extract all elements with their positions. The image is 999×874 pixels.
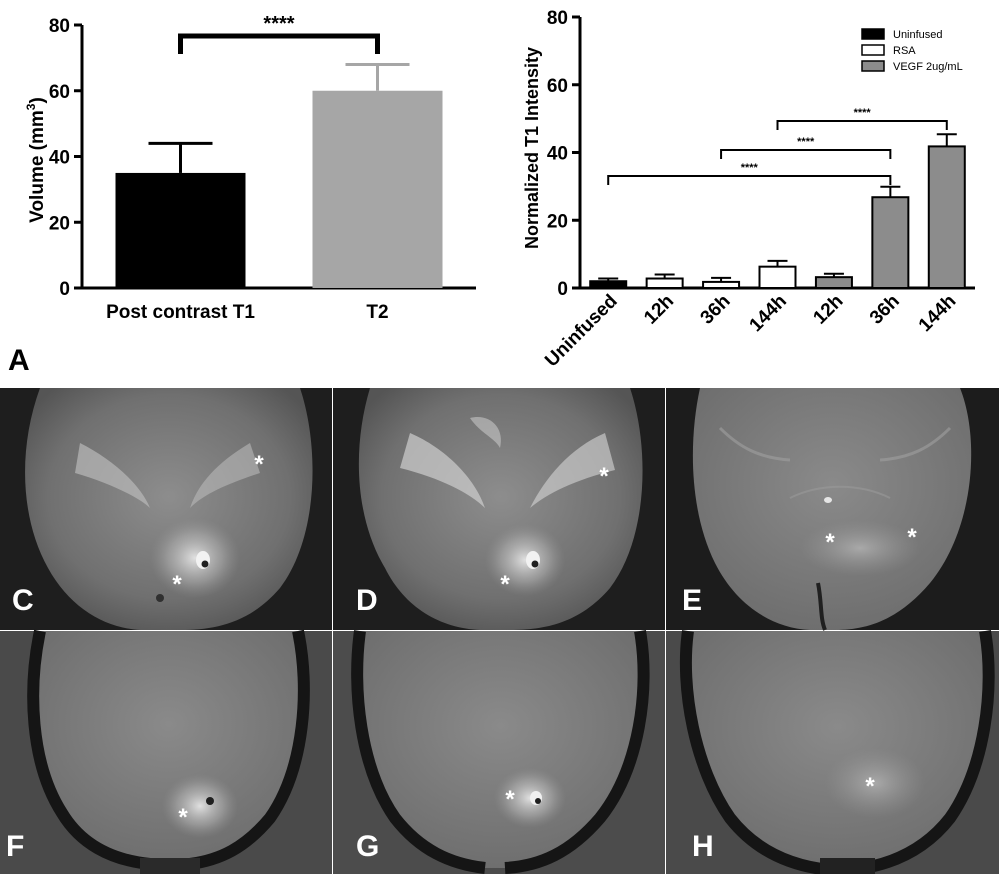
chart-b-x-tick-label: 12h bbox=[809, 291, 847, 329]
asterisk-e-2: * bbox=[907, 524, 917, 551]
chart-b-legend-swatch bbox=[861, 28, 885, 40]
chart-b-legend-swatch bbox=[861, 44, 885, 56]
chart-a-significance-label: **** bbox=[263, 13, 294, 35]
chart-b-t1-intensity: 0 20 40 60 80 Uninfused 12h 36h 144h 12h 36h 144h **… bbox=[522, 8, 975, 372]
chart-b-bar bbox=[927, 145, 966, 289]
chart-b-significance-label: **** bbox=[797, 136, 815, 148]
chart-b-significance-bracket bbox=[776, 120, 948, 130]
mri-panel-c bbox=[0, 388, 332, 630]
panel-label-g: G bbox=[356, 830, 379, 863]
chart-b-x-tick-label: 36h bbox=[866, 291, 904, 329]
chart-b-y-tick-label: 60 bbox=[547, 76, 568, 97]
chart-b-legend-label: VEGF 2ug/mL bbox=[893, 61, 963, 73]
asterisk-g: * bbox=[505, 786, 515, 813]
asterisk-c-2: * bbox=[172, 571, 182, 598]
chart-b-bar bbox=[758, 265, 797, 290]
chart-a-significance-bracket bbox=[178, 33, 380, 54]
chart-b-bar bbox=[589, 280, 628, 290]
chart-a-volume: 0 20 40 60 80 Post contrast T1 T2 **** Volume (… bbox=[8, 13, 476, 377]
chart-a-y-tick-label: 0 bbox=[59, 279, 70, 300]
chart-b-y-tick-label: 0 bbox=[557, 279, 568, 300]
panel-label-e: E bbox=[682, 584, 702, 617]
chart-b-bar bbox=[871, 196, 910, 289]
panel-label-h: H bbox=[692, 830, 714, 863]
chart-b-significance-label: **** bbox=[854, 107, 872, 119]
asterisk-h: * bbox=[865, 773, 875, 800]
panel-label-c: C bbox=[12, 584, 34, 617]
asterisk-d-2: * bbox=[500, 571, 510, 598]
asterisk-d-1: * bbox=[599, 463, 609, 490]
chart-a-y-tick-label: 60 bbox=[49, 82, 70, 103]
chart-a-y-tick-label: 80 bbox=[49, 16, 70, 37]
asterisk-e-1: * bbox=[825, 529, 835, 556]
mri-panel-d bbox=[333, 388, 665, 630]
chart-b-bar bbox=[814, 276, 853, 290]
chart-a-y-tick-label: 20 bbox=[49, 213, 70, 234]
chart-a-ylabel: Volume (mm3) bbox=[24, 97, 48, 223]
chart-b-x-tick-label: Uninfused bbox=[541, 291, 622, 372]
mri-image-grid: * * * * * * * * * C D E F G H bbox=[0, 388, 999, 874]
chart-a-bar bbox=[312, 90, 443, 288]
chart-b-x-tick-label: 36h bbox=[697, 291, 735, 329]
asterisk-c-1: * bbox=[254, 451, 264, 478]
chart-b-y-tick-label: 80 bbox=[547, 8, 568, 29]
mri-panel-g bbox=[333, 629, 665, 874]
chart-b-x-tick-label: 144h bbox=[746, 291, 791, 336]
chart-b-legend-label: RSA bbox=[893, 45, 916, 57]
chart-b-x-tick-label: 12h bbox=[640, 291, 678, 329]
chart-b-y-tick-label: 20 bbox=[547, 211, 568, 232]
chart-b-ylabel: Normalized T1 Intensity bbox=[522, 47, 542, 249]
panel-label-a: A bbox=[8, 344, 30, 377]
chart-a-x-tick-label: Post contrast T1 bbox=[106, 302, 255, 323]
chart-b-legend-swatch bbox=[861, 60, 885, 72]
chart-a-bar bbox=[115, 172, 246, 288]
chart-b-significance-bracket bbox=[607, 175, 892, 185]
mri-panel-f bbox=[0, 629, 332, 874]
chart-b-bar bbox=[702, 280, 741, 289]
chart-b-y-tick-label: 40 bbox=[547, 144, 568, 165]
mri-panel-h bbox=[666, 629, 999, 874]
chart-b-x-tick-label: 144h bbox=[915, 291, 960, 336]
chart-b-significance-label: **** bbox=[741, 162, 759, 174]
chart-b-significance-bracket bbox=[720, 149, 892, 159]
asterisk-f: * bbox=[178, 804, 188, 831]
panel-label-f: F bbox=[6, 830, 24, 863]
mri-panel-e bbox=[666, 388, 999, 631]
chart-a-x-tick-label: T2 bbox=[366, 302, 388, 323]
chart-b-bar bbox=[645, 277, 684, 290]
chart-b-legend-label: Uninfused bbox=[893, 29, 943, 41]
panel-label-d: D bbox=[356, 584, 378, 617]
chart-a-y-tick-label: 40 bbox=[49, 148, 70, 169]
